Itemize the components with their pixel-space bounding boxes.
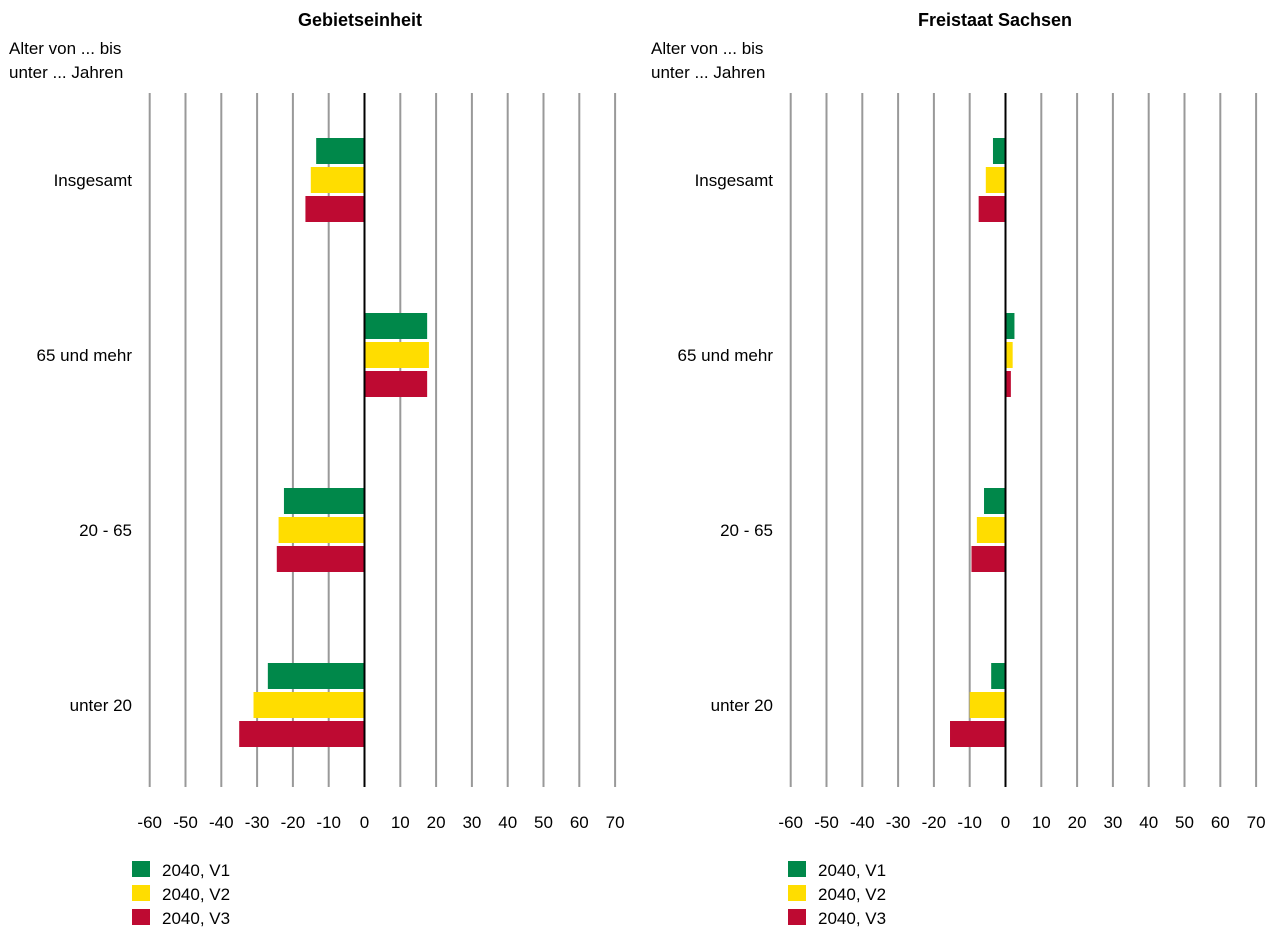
bar-3 [950,721,1006,747]
x-tick-label: -20 [281,813,306,832]
x-tick-label: -20 [922,813,947,832]
category-label: 65 und mehr [37,346,133,365]
legend-swatch [132,861,150,877]
bar-2 [969,692,1006,718]
bar-3 [971,546,1006,572]
x-tick-label: -50 [814,813,839,832]
x-tick-label: 40 [498,813,517,832]
bar-3 [364,371,428,397]
legend-swatch [788,861,806,877]
x-tick-label: 60 [570,813,589,832]
bar-1 [984,488,1006,514]
x-tick-label: -40 [209,813,234,832]
bar-1 [1005,313,1015,339]
y-axis-label: Alter von ... bis [9,39,121,58]
legend-swatch [788,885,806,901]
chart-title: Gebietseinheit [298,10,422,30]
bar-2 [985,167,1006,193]
x-tick-label: -40 [850,813,875,832]
x-tick-label: -30 [886,813,911,832]
x-tick-label: -60 [137,813,162,832]
legend-label: 2040, V3 [162,909,230,928]
bar-1 [316,138,365,164]
y-axis-label: unter ... Jahren [651,63,765,82]
bar-3 [978,196,1006,222]
category-label: unter 20 [711,696,773,715]
category-label: Insgesamt [695,171,774,190]
bar-2 [253,692,365,718]
x-tick-label: 30 [1103,813,1122,832]
x-tick-label: 40 [1139,813,1158,832]
x-tick-label: 60 [1211,813,1230,832]
x-tick-label: -50 [173,813,198,832]
bar-2 [364,342,429,368]
y-axis-label: Alter von ... bis [651,39,763,58]
legend-label: 2040, V2 [162,885,230,904]
bar-3 [276,546,365,572]
x-tick-label: 10 [1032,813,1051,832]
bar-2 [976,517,1006,543]
bar-1 [364,313,428,339]
x-tick-label: 0 [360,813,369,832]
category-label: unter 20 [70,696,132,715]
category-label: 20 - 65 [79,521,132,540]
category-label: 65 und mehr [678,346,774,365]
x-tick-label: 20 [427,813,446,832]
x-tick-label: 0 [1001,813,1010,832]
legend-label: 2040, V2 [818,885,886,904]
x-tick-label: 70 [606,813,625,832]
x-tick-label: 50 [534,813,553,832]
x-tick-label: -10 [316,813,341,832]
x-tick-label: 30 [462,813,481,832]
legend-swatch [788,909,806,925]
bar-1 [267,663,365,689]
chart-title: Freistaat Sachsen [918,10,1072,30]
bar-3 [305,196,365,222]
bar-2 [278,517,365,543]
x-tick-label: 10 [391,813,410,832]
bar-2 [310,167,365,193]
x-tick-label: 70 [1247,813,1266,832]
x-tick-label: -30 [245,813,270,832]
bar-3 [1005,371,1011,397]
bar-2 [1005,342,1013,368]
bar-3 [239,721,365,747]
category-label: 20 - 65 [720,521,773,540]
legend-swatch [132,909,150,925]
x-tick-label: -60 [778,813,803,832]
legend-label: 2040, V1 [162,861,230,880]
category-label: Insgesamt [54,171,133,190]
legend-swatch [132,885,150,901]
legend-label: 2040, V3 [818,909,886,928]
legend-label: 2040, V1 [818,861,886,880]
x-tick-label: -10 [957,813,982,832]
bar-1 [992,138,1006,164]
x-tick-label: 50 [1175,813,1194,832]
x-tick-label: 20 [1068,813,1087,832]
bar-1 [283,488,365,514]
y-axis-label: unter ... Jahren [9,63,123,82]
bar-1 [991,663,1006,689]
